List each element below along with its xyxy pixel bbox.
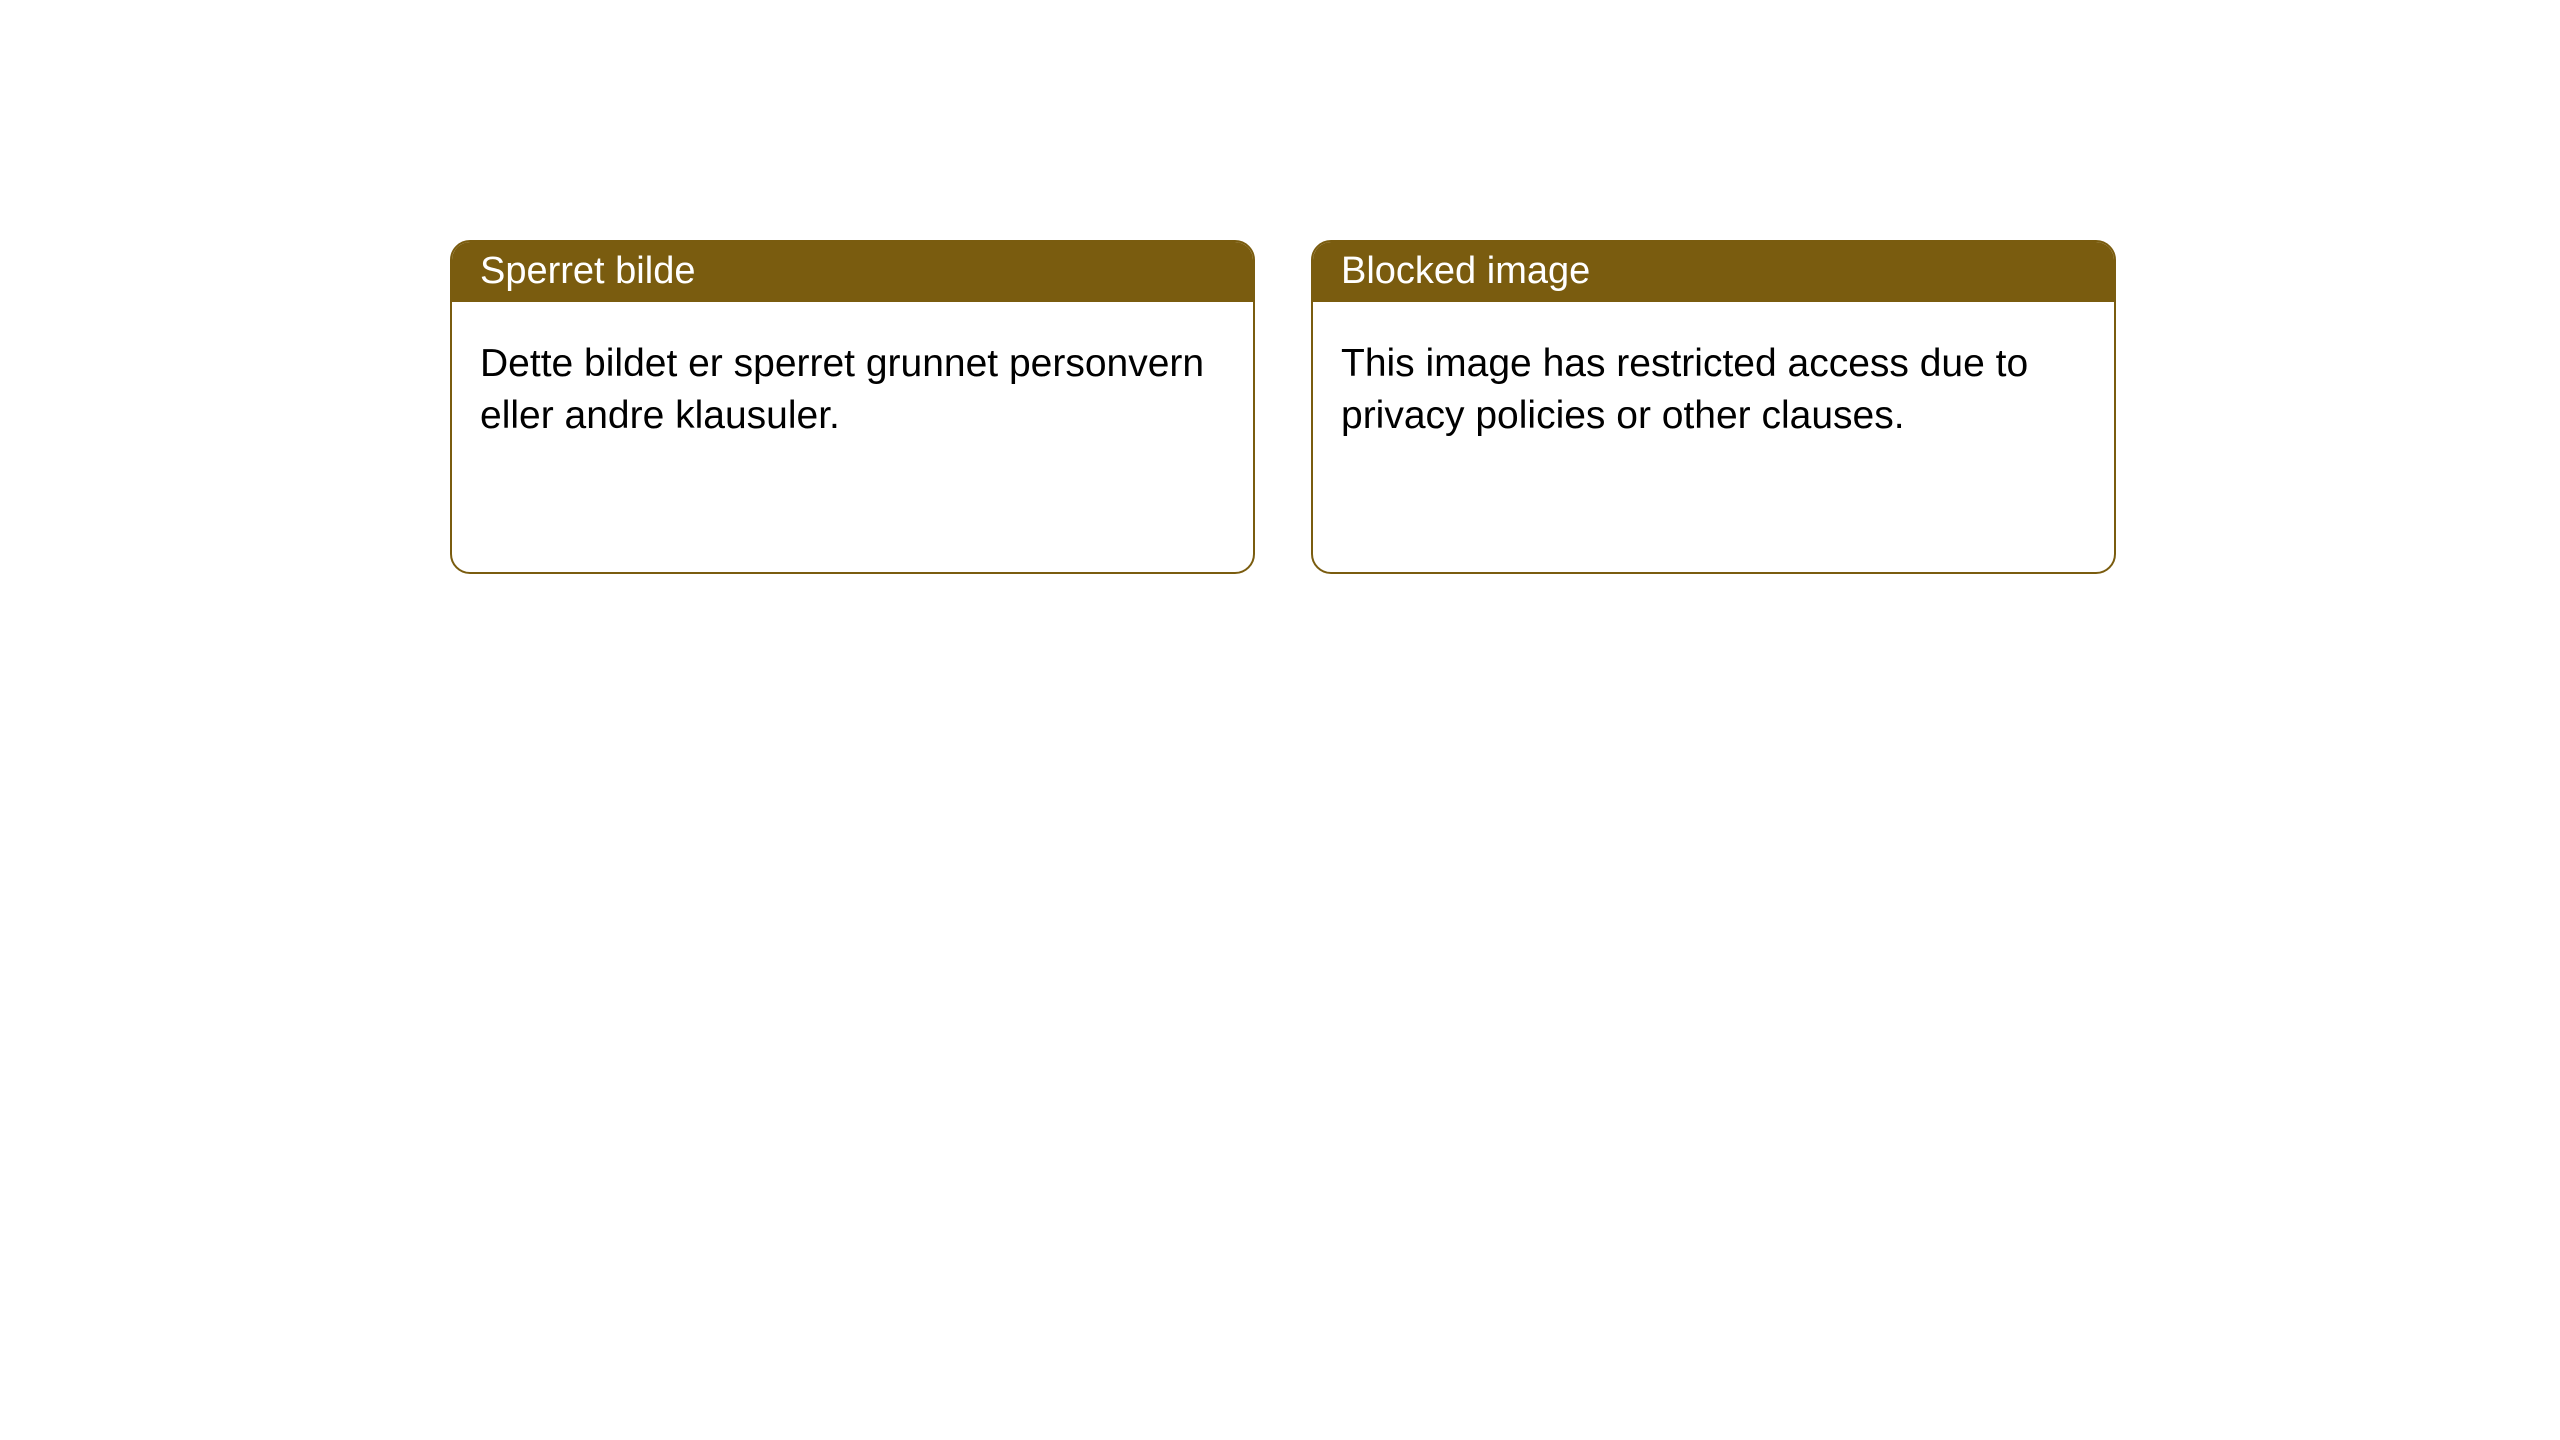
notice-title-text: Sperret bilde bbox=[480, 250, 695, 293]
notice-body: Dette bildet er sperret grunnet personve… bbox=[452, 302, 1253, 479]
notice-container: Sperret bilde Dette bildet er sperret gr… bbox=[0, 0, 2560, 574]
notice-card-norwegian: Sperret bilde Dette bildet er sperret gr… bbox=[450, 240, 1255, 574]
notice-title-text: Blocked image bbox=[1341, 250, 1590, 293]
notice-body-text: Dette bildet er sperret grunnet personve… bbox=[480, 342, 1204, 437]
notice-card-english: Blocked image This image has restricted … bbox=[1311, 240, 2116, 574]
notice-body: This image has restricted access due to … bbox=[1313, 302, 2114, 479]
notice-title: Sperret bilde bbox=[452, 242, 1253, 302]
notice-title: Blocked image bbox=[1313, 242, 2114, 302]
notice-body-text: This image has restricted access due to … bbox=[1341, 342, 2028, 437]
